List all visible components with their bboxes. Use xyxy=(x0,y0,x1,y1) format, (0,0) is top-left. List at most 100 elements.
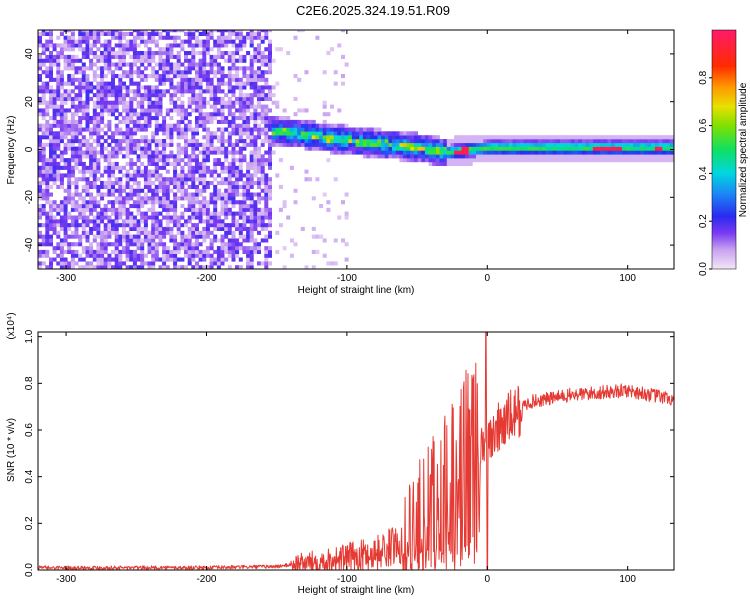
heatmap-cell xyxy=(92,116,97,121)
heatmap-cell xyxy=(264,188,269,193)
heatmap-cell xyxy=(549,142,553,147)
heatmap-cell xyxy=(78,150,83,155)
heatmap-cell xyxy=(238,77,243,82)
heatmap-cell xyxy=(414,139,418,144)
heatmap-cell xyxy=(143,146,148,151)
heatmap-cell xyxy=(545,158,550,163)
heatmap-cell xyxy=(220,150,225,155)
heatmap-cell xyxy=(629,158,634,163)
heatmap-cell xyxy=(647,135,652,140)
heatmap-cell xyxy=(209,150,214,155)
heatmap-cell xyxy=(227,181,232,186)
heatmap-cell xyxy=(198,265,203,269)
heatmap-cell xyxy=(195,123,199,128)
heatmap-cell xyxy=(315,146,320,151)
heatmap-cell xyxy=(293,123,298,128)
y-tick-label: 1.0 xyxy=(24,329,35,343)
heatmap-cell xyxy=(187,196,192,201)
heatmap-cell xyxy=(136,169,141,174)
heatmap-cell xyxy=(242,139,247,144)
heatmap-cell xyxy=(432,161,437,166)
heatmap-cell xyxy=(173,158,178,163)
heatmap-cell xyxy=(246,127,251,132)
heatmap-cell xyxy=(67,62,72,67)
heatmap-cell xyxy=(198,192,203,197)
heatmap-cell xyxy=(275,123,280,128)
heatmap-cell xyxy=(63,112,68,117)
heatmap-cell xyxy=(187,51,192,56)
heatmap-cell xyxy=(198,215,203,220)
heatmap-cell xyxy=(289,135,294,140)
heatmap-cell xyxy=(92,226,97,231)
heatmap-cell xyxy=(516,158,521,163)
heatmap-cell xyxy=(202,211,207,216)
heatmap-cell xyxy=(224,257,229,262)
heatmap-cell xyxy=(231,104,236,109)
heatmap-cell xyxy=(176,158,181,163)
heatmap-cell xyxy=(165,66,170,71)
heatmap-cell xyxy=(45,43,50,48)
heatmap-cell xyxy=(111,31,115,36)
heatmap-cell xyxy=(59,30,64,33)
heatmap-cell xyxy=(191,204,196,209)
heatmap-cell xyxy=(103,47,108,52)
heatmap-cell xyxy=(224,226,229,231)
heatmap-cell xyxy=(344,146,349,151)
heatmap-cell xyxy=(198,96,203,101)
heatmap-cell xyxy=(293,139,298,144)
heatmap-cell xyxy=(85,154,90,159)
heatmap-cell xyxy=(227,58,232,63)
heatmap-cell xyxy=(169,249,174,254)
heatmap-cell xyxy=(151,158,156,163)
heatmap-cell xyxy=(227,30,232,33)
heatmap-cell xyxy=(191,127,196,132)
heatmap-cell xyxy=(341,123,345,128)
heatmap-cell xyxy=(114,51,119,56)
heatmap-cell xyxy=(136,154,141,159)
heatmap-cell xyxy=(132,146,137,151)
heatmap-cell xyxy=(70,169,75,174)
heatmap-cell xyxy=(143,66,148,71)
heatmap-cell xyxy=(494,142,499,147)
heatmap-cell xyxy=(158,219,163,224)
heatmap-cell xyxy=(140,253,145,258)
heatmap-cell xyxy=(249,31,254,36)
heatmap-cell xyxy=(129,165,134,170)
heatmap-cell xyxy=(132,253,137,258)
heatmap-cell xyxy=(136,35,141,40)
heatmap-cell xyxy=(246,215,251,220)
heatmap-cell xyxy=(224,158,229,163)
heatmap-cell xyxy=(96,100,101,105)
heatmap-cell xyxy=(344,139,349,144)
heatmap-cell xyxy=(198,249,203,254)
heatmap-cell xyxy=(118,51,123,56)
heatmap-cell xyxy=(618,142,623,147)
heatmap-cell xyxy=(118,66,123,71)
heatmap-cell xyxy=(136,58,141,63)
heatmap-cell xyxy=(107,127,112,132)
heatmap-cell xyxy=(220,169,225,174)
heatmap-cell xyxy=(103,123,108,128)
heatmap-cell xyxy=(70,181,75,186)
heatmap-cell xyxy=(231,30,236,33)
heatmap-cell xyxy=(114,74,119,79)
heatmap-cell xyxy=(41,100,46,105)
heatmap-cell xyxy=(45,265,50,269)
heatmap-cell xyxy=(264,93,269,98)
heatmap-cell xyxy=(235,238,240,243)
heatmap-cell xyxy=(38,173,42,178)
heatmap-cell xyxy=(96,188,101,193)
heatmap-cell xyxy=(249,177,254,182)
heatmap-cell xyxy=(443,150,448,155)
heatmap-cell xyxy=(45,31,50,36)
heatmap-cell xyxy=(74,139,79,144)
heatmap-cell xyxy=(81,62,86,67)
heatmap-cell xyxy=(111,181,115,186)
heatmap-cell xyxy=(191,85,196,90)
heatmap-cell xyxy=(220,116,225,121)
heatmap-cell xyxy=(195,39,199,44)
heatmap-cell xyxy=(209,211,214,216)
heatmap-cell xyxy=(435,150,440,155)
heatmap-cell xyxy=(399,150,404,155)
heatmap-cell xyxy=(410,135,415,140)
